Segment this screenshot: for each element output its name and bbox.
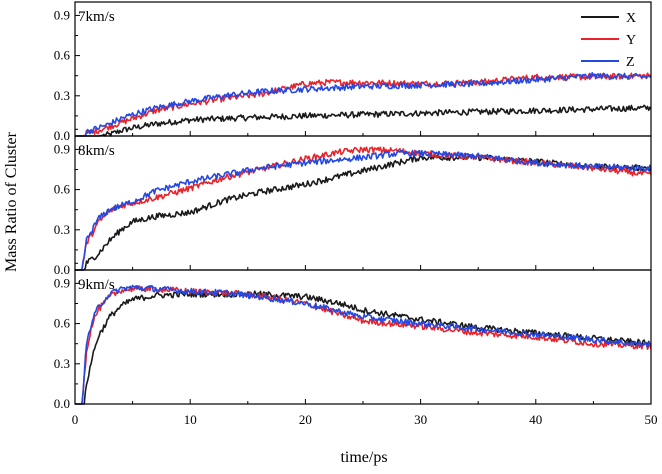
- y-tick-label: 0.0: [54, 396, 70, 411]
- x-tick-label: 0: [72, 412, 79, 427]
- x-tick-label: 20: [299, 412, 312, 427]
- y-tick-label: 0.3: [54, 222, 70, 237]
- legend-label-x: X: [626, 11, 636, 26]
- series-line-z: [75, 72, 652, 137]
- y-tick-label: 0.9: [54, 141, 70, 156]
- panel-label: 8km/s: [78, 143, 115, 159]
- series-line-z: [75, 149, 652, 271]
- series-line-x: [75, 104, 652, 137]
- y-tick-label: 0.6: [54, 182, 71, 197]
- series-line-x: [75, 153, 652, 271]
- x-axis-title: time/ps: [340, 449, 387, 466]
- x-tick-label: 40: [529, 412, 542, 427]
- y-tick-label: 0.3: [54, 88, 70, 103]
- series-line-y: [75, 285, 652, 405]
- series-line-z: [75, 284, 652, 405]
- y-tick-label: 0.9: [54, 7, 70, 22]
- y-tick-label: 0.6: [54, 316, 71, 331]
- y-tick-label: 0.9: [54, 275, 70, 290]
- panel-label: 7km/s: [78, 9, 115, 25]
- series-line-x: [75, 290, 652, 405]
- panel-2: 0.0 0.3 0.6 0.9 8km/s: [54, 128, 652, 277]
- series-line-y: [75, 72, 652, 137]
- panel-3: 0.0 0.3 0.6 0.9 9km/s: [54, 262, 652, 411]
- y-tick-label: 0.0: [54, 128, 70, 143]
- series-line-y: [75, 146, 652, 271]
- y-axis-title: Mass Ratio of Cluster: [3, 131, 20, 272]
- x-tick-label: 30: [414, 412, 427, 427]
- y-tick-label: 0.6: [54, 48, 71, 63]
- legend-label-y: Y: [626, 33, 636, 48]
- x-tick-label: 10: [184, 412, 197, 427]
- x-tick-label: 50: [645, 412, 658, 427]
- panel-label: 9km/s: [78, 277, 115, 293]
- y-tick-label: 0.3: [54, 356, 70, 371]
- legend: XYZ: [581, 11, 636, 70]
- panel-frame: [74, 1, 652, 137]
- legend-label-z: Z: [626, 55, 635, 70]
- y-tick-label: 0.0: [54, 262, 70, 277]
- panel-1: 0.0 0.3 0.6 0.9 7km/s: [54, 1, 652, 143]
